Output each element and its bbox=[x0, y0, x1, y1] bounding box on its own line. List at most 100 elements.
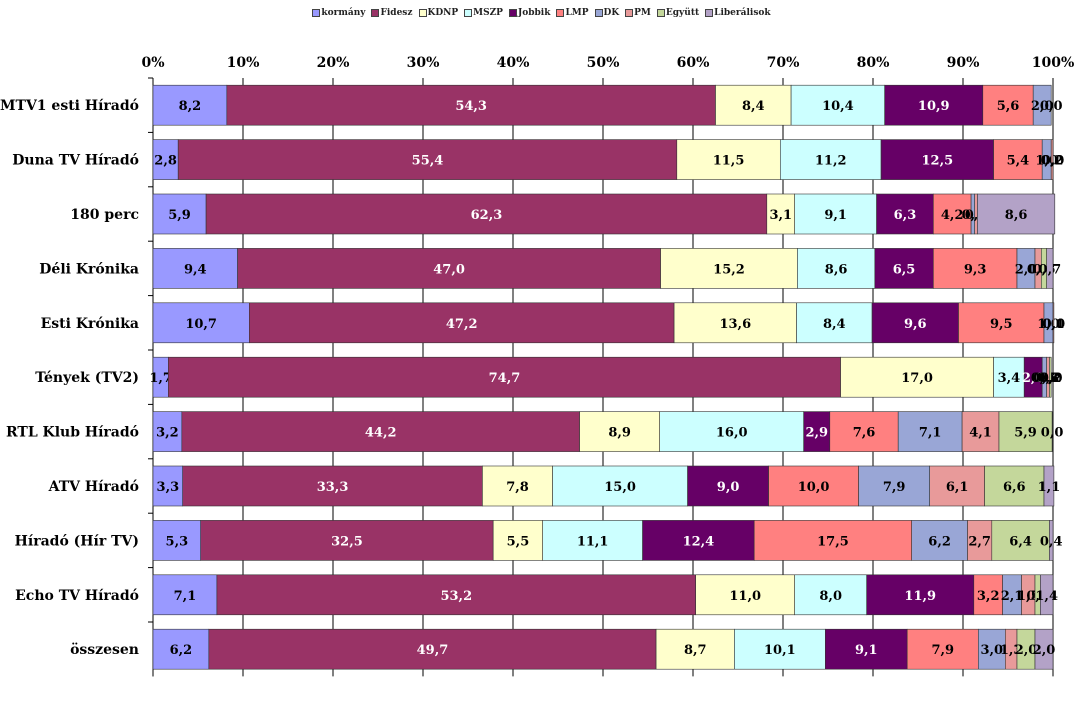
data-label: 7,1 bbox=[919, 426, 942, 441]
legend-label: Jobbik bbox=[517, 8, 551, 18]
data-label: 3,3 bbox=[157, 480, 180, 495]
bar-segment bbox=[695, 574, 796, 616]
data-label: 5,3 bbox=[166, 534, 189, 549]
data-label: 49,7 bbox=[417, 643, 449, 658]
bar-segment bbox=[552, 465, 688, 507]
bar-segment bbox=[177, 139, 678, 180]
category-label: Déli Krónika bbox=[39, 261, 139, 277]
legend-label: LMP bbox=[565, 8, 589, 18]
bar-segment bbox=[208, 628, 657, 670]
data-label: 2,1 bbox=[1001, 589, 1024, 604]
bar-segment bbox=[967, 520, 993, 561]
data-label: 0,0 bbox=[1043, 317, 1066, 332]
legend-label: PM bbox=[634, 8, 651, 18]
data-label: 8,6 bbox=[825, 262, 848, 277]
bar-segment bbox=[958, 302, 1045, 344]
data-label: 55,4 bbox=[412, 154, 444, 169]
bar-segment bbox=[1049, 520, 1054, 561]
bar-segment bbox=[659, 411, 805, 452]
legend-swatch bbox=[418, 9, 427, 17]
bar-segment bbox=[874, 248, 934, 289]
data-label: 11,9 bbox=[904, 589, 936, 604]
data-label: 2,7 bbox=[968, 534, 991, 549]
bar-segment bbox=[1050, 139, 1054, 180]
bar-segment bbox=[182, 465, 483, 507]
data-label: 9,4 bbox=[184, 262, 207, 277]
data-label: 47,0 bbox=[433, 262, 465, 277]
data-label: 44,2 bbox=[365, 426, 397, 441]
data-label: 11,2 bbox=[815, 154, 847, 169]
data-label: 1,4 bbox=[1035, 589, 1058, 604]
bar-segment bbox=[858, 465, 930, 507]
chart-legend: kormány Fidesz KDNP MSZP Jobbik LMP DK PM Együtt… bbox=[0, 8, 1083, 19]
bar-segment bbox=[991, 520, 1050, 561]
data-label: 33,3 bbox=[317, 480, 349, 495]
data-label: 6,4 bbox=[1009, 534, 1032, 549]
legend-swatch bbox=[656, 9, 665, 17]
bar-segment bbox=[655, 628, 735, 670]
data-label: 12,5 bbox=[922, 154, 954, 169]
x-tick-label: 0% bbox=[141, 55, 164, 71]
bar-segment bbox=[794, 574, 868, 616]
legend-swatch bbox=[371, 9, 380, 17]
bar-segment bbox=[1040, 574, 1054, 616]
data-label: 6,6 bbox=[1003, 480, 1026, 495]
bar-segment bbox=[829, 411, 899, 452]
x-tick-label: 20% bbox=[317, 55, 350, 71]
data-label: 16,0 bbox=[716, 426, 748, 441]
bar-segment bbox=[1049, 356, 1052, 398]
data-label: 10,9 bbox=[918, 99, 950, 114]
bar-segment bbox=[911, 520, 968, 561]
data-label: 7,9 bbox=[883, 480, 906, 495]
data-label: 7,6 bbox=[853, 426, 876, 441]
data-label: 11,5 bbox=[713, 154, 745, 169]
data-label: 5,9 bbox=[168, 208, 191, 223]
legend-item: PM bbox=[625, 8, 651, 19]
legend-item: MSZP bbox=[464, 8, 503, 19]
bar-segment bbox=[897, 411, 963, 452]
bar-segment bbox=[1052, 302, 1055, 344]
legend-swatch bbox=[312, 9, 321, 17]
bar-segment bbox=[168, 356, 841, 398]
data-label: 0,7 bbox=[1039, 262, 1062, 277]
x-tick-label: 30% bbox=[407, 55, 440, 71]
category-label: MTV1 esti Híradó bbox=[0, 98, 139, 114]
category-label: ATV Híradó bbox=[48, 479, 139, 495]
bar-segment bbox=[152, 411, 183, 452]
data-label: 6,2 bbox=[170, 643, 193, 658]
data-label: 0,2 bbox=[1039, 371, 1062, 386]
data-label: 3,4 bbox=[998, 371, 1021, 386]
legend-swatch bbox=[556, 9, 565, 17]
data-label: 17,5 bbox=[817, 534, 849, 549]
bar-segment bbox=[715, 84, 792, 126]
legend-swatch bbox=[464, 9, 473, 17]
legend-swatch bbox=[594, 9, 603, 17]
legend-label: DK bbox=[603, 8, 620, 18]
data-label: 53,2 bbox=[440, 589, 472, 604]
category-label: Duna TV Híradó bbox=[12, 153, 139, 169]
data-label: 13,6 bbox=[719, 317, 751, 332]
bar-segment bbox=[977, 193, 1056, 235]
data-label: 6,1 bbox=[946, 480, 969, 495]
category-label: RTL Klub Híradó bbox=[6, 425, 139, 441]
x-tick-label: 10% bbox=[227, 55, 260, 71]
data-label: 0,0 bbox=[1040, 99, 1063, 114]
bar-segment bbox=[152, 628, 210, 670]
data-label: 9,3 bbox=[964, 262, 987, 277]
data-label: 74,7 bbox=[489, 371, 521, 386]
legend-swatch bbox=[705, 9, 714, 17]
data-label: 54,3 bbox=[455, 99, 487, 114]
bar-segment bbox=[249, 302, 675, 344]
data-label: 15,2 bbox=[713, 262, 745, 277]
data-label: 0,0 bbox=[1041, 426, 1064, 441]
legend-swatch bbox=[625, 9, 634, 17]
bar-segment bbox=[1032, 84, 1052, 126]
data-label: 0,2 bbox=[1041, 154, 1064, 169]
data-label: 8,4 bbox=[742, 99, 765, 114]
data-label: 5,9 bbox=[1014, 426, 1037, 441]
data-label: 2,9 bbox=[805, 426, 828, 441]
data-label: 4,2 bbox=[941, 208, 964, 223]
legend-item: Jobbik bbox=[508, 8, 551, 19]
bar-segment bbox=[840, 356, 994, 398]
legend-label: Liberálisok bbox=[714, 8, 771, 18]
